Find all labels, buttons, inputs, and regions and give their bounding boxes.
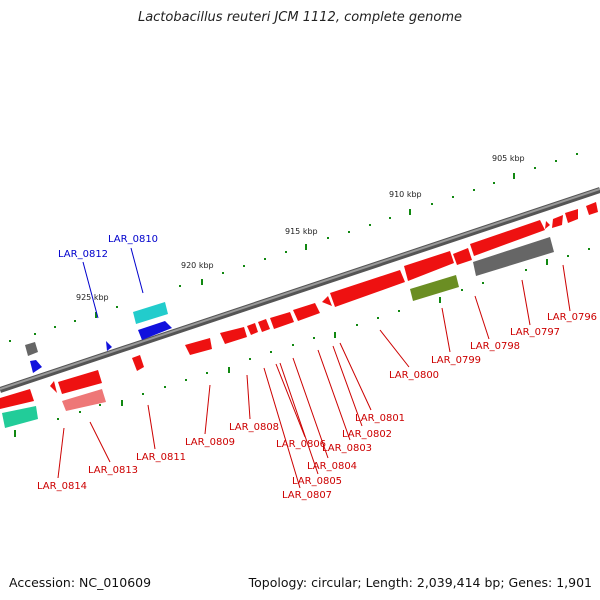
label-lar-0801: LAR_0801: [355, 413, 405, 424]
label-lar-0798: LAR_0798: [470, 341, 520, 352]
scale-label-920: 920 kbp: [181, 261, 214, 270]
scale-label-915: 915 kbp: [285, 227, 318, 236]
label-lar-0810: LAR_0810: [108, 234, 158, 245]
scale-label-910: 910 kbp: [389, 190, 422, 199]
label-lar-0805: LAR_0805: [292, 476, 342, 487]
leader-lines: [57, 264, 571, 489]
label-lar-0807: LAR_0807: [282, 490, 332, 501]
label-lar-0812: LAR_0812: [58, 249, 108, 260]
gene-labels-blue: LAR_0810 LAR_0812: [58, 234, 158, 260]
scale-label-905: 905 kbp: [492, 154, 525, 163]
genome-info-text: Topology: circular; Length: 2,039,414 bp…: [248, 575, 592, 590]
label-lar-0804: LAR_0804: [307, 461, 357, 472]
label-lar-0808: LAR_0808: [229, 422, 279, 433]
label-lar-0796: LAR_0796: [547, 312, 597, 323]
label-lar-0797: LAR_0797: [510, 327, 560, 338]
label-lar-0806: LAR_0806: [276, 439, 326, 450]
leader-lines-blue: [82, 247, 144, 319]
label-lar-0802: LAR_0802: [342, 429, 392, 440]
label-lar-0799: LAR_0799: [431, 355, 481, 366]
accession-text: Accession: NC_010609: [9, 575, 152, 590]
label-lar-0814: LAR_0814: [37, 481, 87, 492]
label-lar-0809: LAR_0809: [185, 437, 235, 448]
label-lar-0811: LAR_0811: [136, 452, 186, 463]
gene-labels: LAR_0796 LAR_0797 LAR_0798 LAR_0799 LAR_…: [37, 312, 597, 501]
scale-track-upper: [9, 153, 578, 342]
gene-features: [0, 202, 598, 428]
map-title: Lactobacillus reuteri JCM 1112, complete…: [137, 10, 463, 25]
label-lar-0813: LAR_0813: [88, 465, 138, 476]
scale-track-lower: [14, 248, 590, 437]
label-lar-0803: LAR_0803: [322, 443, 372, 454]
label-lar-0800: LAR_0800: [389, 370, 439, 381]
